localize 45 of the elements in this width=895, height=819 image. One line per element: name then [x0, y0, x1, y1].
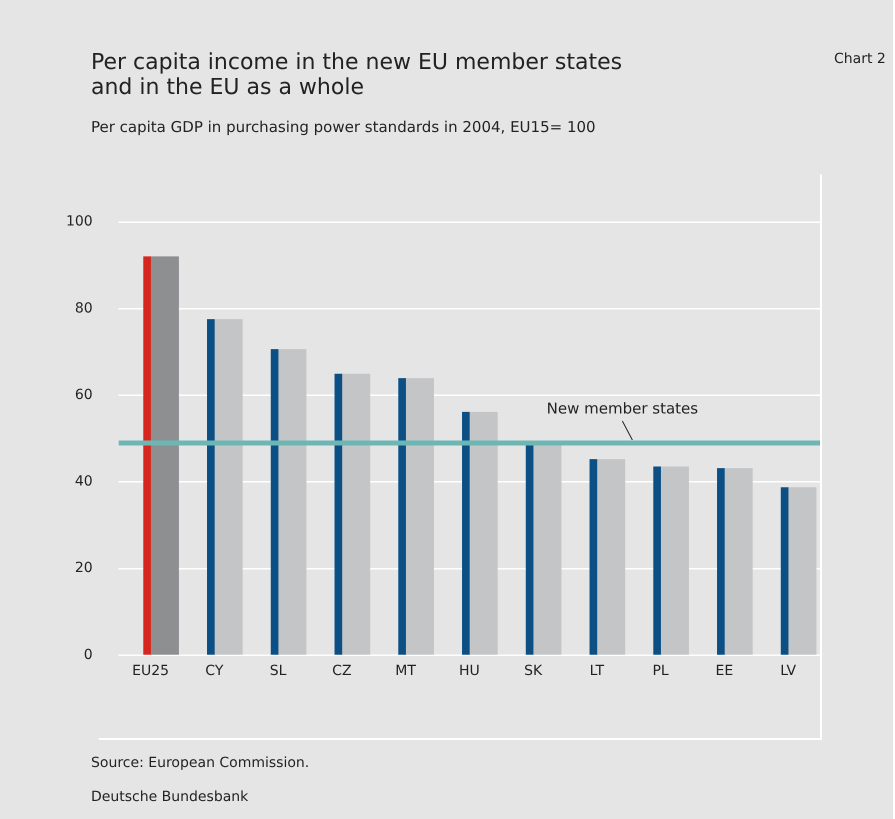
- x-tick-label: LV: [780, 663, 796, 680]
- bar: [724, 468, 753, 655]
- bar: [150, 256, 179, 655]
- bar: [788, 487, 816, 655]
- bar: [270, 349, 278, 655]
- x-tick-label: SL: [270, 663, 287, 680]
- x-tick-label: CZ: [332, 663, 352, 680]
- y-tick-label: 20: [74, 560, 93, 576]
- bar: [278, 349, 306, 655]
- x-tick-label: EU25: [132, 663, 170, 680]
- x-tick-label: HU: [458, 663, 480, 680]
- bar: [469, 412, 498, 655]
- bar: [143, 256, 151, 655]
- bar: [207, 319, 215, 655]
- y-tick-label: 60: [74, 386, 93, 403]
- x-tick-label: PL: [652, 663, 669, 680]
- bar: [214, 319, 243, 655]
- y-tick-label: 80: [74, 300, 93, 316]
- y-tick-label: 0: [84, 646, 93, 663]
- x-tick-label: LT: [590, 663, 605, 680]
- source-note: Source: European Commission.: [91, 755, 310, 771]
- bar: [342, 374, 370, 655]
- bar: [334, 374, 342, 655]
- bar: [653, 466, 661, 655]
- bar: [596, 459, 626, 655]
- chart-title: Per capita income in the new EU member states and in the EU as a whole: [91, 50, 624, 100]
- bar: [462, 412, 470, 655]
- bar: [526, 444, 534, 655]
- text: Deutsche Bundesbank: [91, 789, 248, 805]
- bar: [405, 378, 434, 655]
- x-tick-label: SK: [524, 663, 543, 680]
- ref-line-label: New member states: [546, 399, 698, 418]
- x-tick-label: EE: [716, 663, 734, 680]
- chart-subtitle: Per capita GDP in purchasing power standards in 2004, EU15= 100: [91, 118, 596, 136]
- bar: [780, 487, 788, 655]
- bar: [717, 468, 725, 655]
- x-tick-label: MT: [395, 663, 416, 680]
- bar: [660, 466, 689, 655]
- bar: [398, 378, 406, 655]
- y-tick-label: 100: [66, 214, 93, 230]
- bar: [532, 444, 562, 655]
- bar: [590, 459, 598, 655]
- x-tick-label: CY: [205, 663, 224, 680]
- caption: Chart 2: [834, 51, 886, 67]
- y-tick-label: 40: [74, 474, 93, 490]
